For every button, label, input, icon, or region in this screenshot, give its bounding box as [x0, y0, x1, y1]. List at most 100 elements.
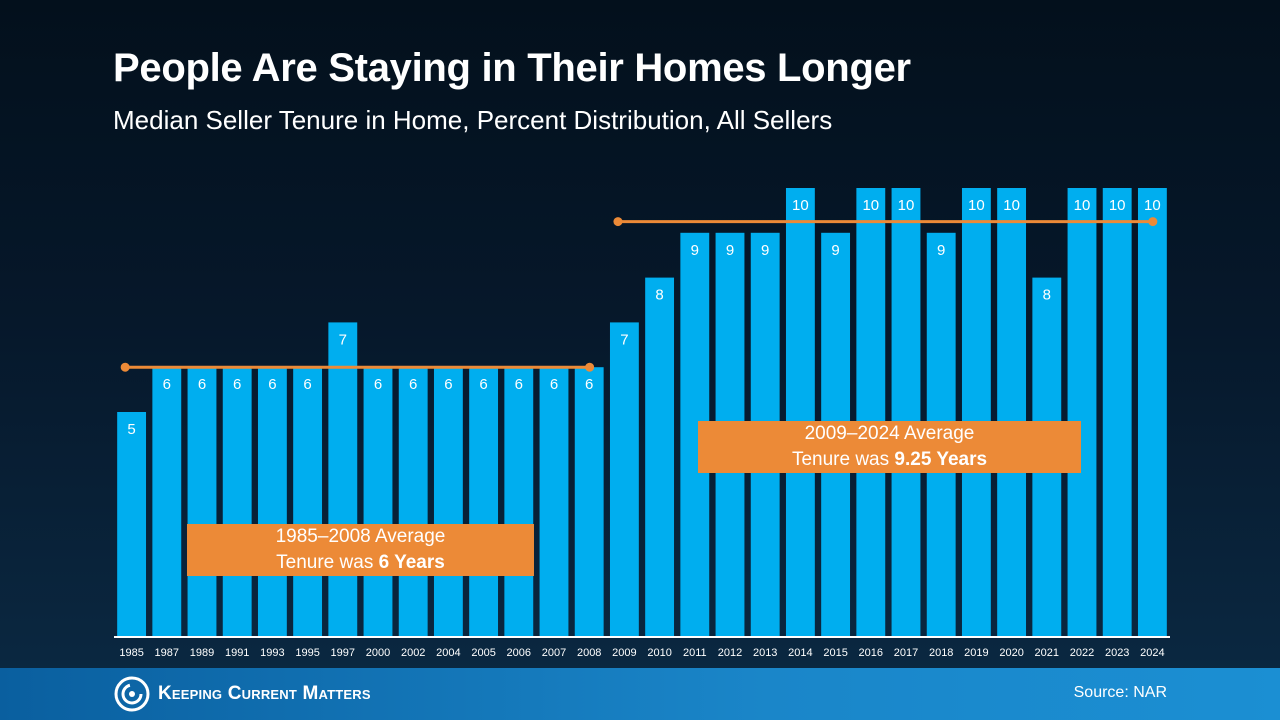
bar-chart: 5 6 6 6 6 6 7 6 6 6 6 6 6 6 7 8 9 9 9 10 9 10 10 9 10 10 8 10 10 10 1… — [117, 188, 1167, 659]
average-line-1985-2008-start-dot — [120, 362, 130, 372]
x-tick-label-1991: 1991 — [225, 647, 249, 659]
x-tick-label-2012: 2012 — [718, 647, 742, 659]
data-label-2002: 6 — [409, 376, 417, 393]
average-line-1985-2008-end-dot — [585, 362, 595, 372]
bar-2020 — [997, 188, 1027, 636]
x-tick-label-2018: 2018 — [929, 647, 953, 659]
bar-2000 — [363, 367, 393, 636]
bar-2008 — [574, 367, 604, 636]
data-label-2022: 10 — [1074, 197, 1091, 214]
kcm-logo-icon — [114, 676, 150, 712]
data-label-2016: 10 — [862, 197, 879, 214]
data-label-2021: 8 — [1043, 287, 1051, 304]
annotation-2009-2024-line2: Tenure was 9.25 Years — [791, 449, 988, 470]
x-tick-label-2017: 2017 — [894, 647, 918, 659]
data-label-2024: 10 — [1144, 197, 1161, 214]
bar-1997 — [328, 322, 358, 636]
footer-bar: Keeping Current Matters Source: NAR — [0, 668, 1280, 720]
bar-2019 — [961, 188, 991, 636]
bar-2022 — [1067, 188, 1097, 636]
x-tick-label-2004: 2004 — [436, 647, 460, 659]
data-label-2012: 9 — [726, 242, 734, 259]
data-label-2023: 10 — [1109, 197, 1126, 214]
data-label-2000: 6 — [374, 376, 382, 393]
data-label-2007: 6 — [550, 376, 558, 393]
logo[interactable]: Keeping Current Matters — [114, 676, 371, 712]
data-label-2010: 8 — [655, 287, 663, 304]
x-tick-label-1989: 1989 — [190, 647, 214, 659]
x-tick-label-2019: 2019 — [964, 647, 988, 659]
bar-2007 — [539, 367, 569, 636]
data-label-2019: 10 — [968, 197, 985, 214]
average-lines-layer — [120, 217, 1158, 372]
data-label-2004: 6 — [444, 376, 452, 393]
x-tick-label-2006: 2006 — [507, 647, 531, 659]
logo-text: Keeping Current Matters — [158, 683, 371, 704]
data-label-2005: 6 — [479, 376, 487, 393]
bar-1991 — [222, 367, 252, 636]
x-tick-label-2015: 2015 — [823, 647, 847, 659]
x-tick-label-2008: 2008 — [577, 647, 601, 659]
data-label-2011: 9 — [691, 242, 699, 259]
x-tick-label-2013: 2013 — [753, 647, 777, 659]
x-tick-label-2020: 2020 — [999, 647, 1023, 659]
x-tick-label-2011: 2011 — [683, 647, 707, 659]
bar-2009 — [609, 322, 639, 636]
annotation-1985-2008-average: 1985–2008 Average Tenure was 6 Years — [187, 524, 534, 576]
x-tick-label-2023: 2023 — [1105, 647, 1129, 659]
bar-2006 — [504, 367, 534, 636]
data-label-1995: 6 — [303, 376, 311, 393]
x-tick-label-2000: 2000 — [366, 647, 390, 659]
x-tick-label-2010: 2010 — [647, 647, 671, 659]
bar-2004 — [433, 367, 463, 636]
bar-1993 — [257, 367, 287, 636]
data-label-2006: 6 — [515, 376, 523, 393]
x-tick-label-2016: 2016 — [859, 647, 883, 659]
x-tick-label-2005: 2005 — [471, 647, 495, 659]
data-label-2018: 9 — [937, 242, 945, 259]
data-label-1985: 5 — [127, 421, 135, 438]
bar-2023 — [1102, 188, 1132, 636]
data-label-1991: 6 — [233, 376, 241, 393]
annotation-2009-2024-average: 2009–2024 Average Tenure was 9.25 Years — [698, 421, 1081, 473]
data-label-1989: 6 — [198, 376, 206, 393]
bar-1995 — [293, 367, 323, 636]
data-label-2008: 6 — [585, 376, 593, 393]
average-line-2009-2024-start-dot — [613, 217, 623, 227]
data-label-1997: 7 — [339, 331, 347, 348]
x-tick-label-1995: 1995 — [295, 647, 319, 659]
data-label-2009: 7 — [620, 331, 628, 348]
chart-subtitle: Median Seller Tenure in Home, Percent Di… — [113, 105, 833, 135]
bar-2024 — [1137, 188, 1167, 636]
x-tick-label-1985: 1985 — [119, 647, 143, 659]
x-tick-label-2007: 2007 — [542, 647, 566, 659]
x-tick-label-2002: 2002 — [401, 647, 425, 659]
annotation-1985-2008-value: 6 Years — [378, 552, 445, 573]
bar-2010 — [645, 277, 675, 636]
x-tick-label-2014: 2014 — [788, 647, 812, 659]
x-tick-label-1987: 1987 — [155, 647, 179, 659]
x-tick-label-2024: 2024 — [1140, 647, 1164, 659]
bars-layer — [117, 188, 1167, 637]
data-label-1987: 6 — [163, 376, 171, 393]
annotation-2009-2024-value: 9.25 Years — [894, 449, 988, 470]
x-tick-labels-layer: 1985 1987 1989 1991 1993 1995 1997 2000 2002 2004… — [119, 647, 1164, 659]
data-label-1993: 6 — [268, 376, 276, 393]
average-line-2009-2024-end-dot — [1148, 217, 1158, 227]
bar-1989 — [187, 367, 217, 636]
bar-1985 — [117, 412, 147, 636]
bar-1987 — [152, 367, 182, 636]
data-label-2013: 9 — [761, 242, 769, 259]
bar-2005 — [469, 367, 499, 636]
bar-2017 — [891, 188, 921, 636]
x-tick-label-2021: 2021 — [1035, 647, 1059, 659]
data-label-2020: 10 — [1003, 197, 1020, 214]
data-label-2017: 10 — [898, 197, 915, 214]
x-tick-label-1997: 1997 — [331, 647, 355, 659]
bar-2016 — [856, 188, 886, 636]
x-tick-label-2022: 2022 — [1070, 647, 1094, 659]
source-note: Source: NAR — [1073, 684, 1167, 701]
data-label-2014: 10 — [792, 197, 809, 214]
annotation-2009-2024-line1: 2009–2024 Average — [804, 423, 975, 444]
x-tick-label-2009: 2009 — [612, 647, 636, 659]
